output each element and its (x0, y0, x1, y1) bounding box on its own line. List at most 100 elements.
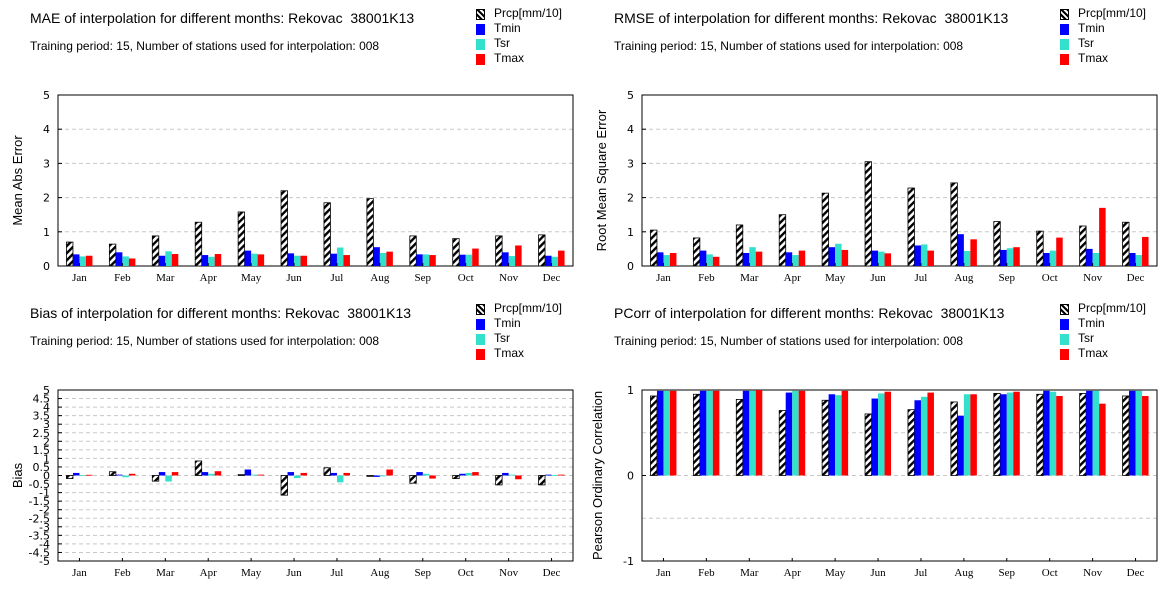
bar-tmin-oct (459, 473, 466, 476)
chart-title: Bias of interpolation for different mont… (30, 305, 412, 321)
plot-area: 1 0 -1 Pearson Ordinary Correlation Jan Feb Ma… (590, 384, 1158, 579)
x-tick-label: May (825, 567, 846, 579)
bar-prcp-apr (778, 214, 787, 267)
bar-prcp-dec (538, 475, 546, 486)
bar-tmin-feb (115, 252, 123, 266)
y-tick-label: -1.5 (29, 495, 50, 508)
bar-prcp-oct (1036, 393, 1044, 476)
chart-panel-bias: Bias of interpolation for different mont… (0, 295, 583, 589)
bar-tsr-mar (165, 251, 172, 266)
bar-prcp-may (821, 399, 830, 476)
x-tick-label: May (241, 567, 262, 579)
chart-panel-pcorr: PCorr of interpolation for different mon… (584, 295, 1167, 589)
y-tick-label: -2 (39, 504, 50, 517)
bar-tmin-jul (914, 245, 921, 266)
y-tick-label: 1.5 (33, 444, 51, 457)
bar-tmin-dec (1129, 253, 1136, 266)
bar-tmax-oct (1056, 237, 1063, 266)
bar-tmax-jul (343, 255, 350, 266)
bar-tsr-mar (749, 247, 756, 266)
x-tick-label: Aug (370, 272, 389, 284)
x-tick-label: Mar (740, 272, 759, 284)
bar-tmax-nov (515, 475, 522, 480)
legend-label: Tsr (1078, 36, 1094, 50)
y-tick-label: 3 (43, 418, 50, 431)
y-tick-label: 0 (43, 260, 50, 273)
legend-label: Tmax (1078, 346, 1108, 360)
bar-tsr-apr (208, 473, 215, 476)
bar-prcp-dec (1122, 395, 1130, 476)
chart-panel-mae: MAE of interpolation for different month… (0, 0, 583, 294)
bar-tmax-mar (171, 254, 179, 266)
bar-prcp-mar (735, 224, 744, 267)
y-axis-label: Mean Abs Error (10, 135, 25, 226)
bar-tmin-oct (459, 254, 466, 266)
bar-tsr-jul (920, 396, 928, 476)
bar-tmax-dec (558, 474, 565, 476)
y-tick-label: 0.5 (33, 461, 51, 474)
bar-tmax-nov (1099, 207, 1106, 266)
bar-prcp-jan (650, 395, 658, 476)
y-tick-label: 1 (627, 226, 634, 239)
bar-tmax-apr (214, 254, 222, 266)
plot-area: 0 1 2 3 4 5 Root Mean Square Error Jan Feb Mar Apr… (594, 89, 1158, 284)
x-tick-label: Feb (114, 272, 131, 284)
bar-tsr-may (251, 253, 258, 266)
chart-subtitle: Training period: 15, Number of stations … (614, 334, 964, 348)
bar-tsr-oct (1049, 250, 1057, 266)
legend-label: Prcp[mm/10] (494, 6, 563, 20)
bar-prcp-jul (907, 187, 915, 267)
x-tick-label: Apr (784, 272, 801, 284)
plot-frame (641, 94, 1158, 267)
legend-label: Tmin (1078, 316, 1105, 330)
chart-title: PCorr of interpolation for different mon… (614, 305, 1005, 321)
bar-tmax-feb (128, 473, 136, 476)
legend-label: Tmin (494, 316, 521, 330)
bar-tsr-apr (208, 256, 215, 266)
bar-tmax-jul (927, 250, 934, 266)
chart-panel-rmse: RMSE of interpolation for different mont… (584, 0, 1167, 294)
x-tick-label: Dec (1127, 567, 1145, 579)
x-tick-label: Aug (954, 567, 973, 579)
bar-tsr-aug (379, 253, 387, 266)
legend-label: Tsr (1078, 331, 1094, 345)
bar-tmax-jan (669, 390, 677, 476)
bar-tmin-jun (871, 398, 879, 476)
bar-tmin-jun (287, 253, 295, 266)
x-tick-label: Dec (1127, 272, 1145, 284)
chart-title: MAE of interpolation for different month… (30, 10, 415, 26)
legend-swatch-tsr (476, 334, 485, 345)
bar-tmax-may (257, 474, 265, 476)
bar-tmax-aug (970, 239, 977, 266)
bar-prcp-aug (950, 401, 958, 476)
legend-swatch-prcp (476, 9, 485, 20)
bar-tmax-mar (755, 390, 763, 476)
x-tick-label: Sep (999, 567, 1016, 579)
bar-tsr-feb (122, 256, 129, 266)
bar-tsr-jul (920, 244, 928, 266)
bar-tmin-may (244, 250, 252, 266)
y-tick-label: 2 (627, 192, 634, 205)
x-tick-label: May (241, 272, 262, 284)
x-tick-label: Jan (72, 567, 87, 579)
bar-tsr-mar (749, 390, 756, 476)
bar-tmax-oct (472, 248, 479, 266)
legend-swatch-tmax (1060, 54, 1069, 65)
x-tick-label: Sep (999, 272, 1016, 284)
legend-swatch-tsr (476, 39, 485, 50)
bar-tsr-dec (1135, 390, 1143, 476)
y-tick-label: 4 (43, 401, 50, 414)
legend-label: Tmax (494, 51, 524, 65)
y-tick-label: 3 (627, 157, 634, 170)
bar-prcp-apr (194, 221, 203, 267)
bar-prcp-mar (151, 475, 160, 482)
x-tick-label: Jul (331, 272, 344, 284)
bar-tmax-dec (1142, 236, 1149, 266)
bar-tmax-apr (798, 390, 806, 476)
legend-label: Prcp[mm/10] (494, 301, 563, 315)
bar-tmin-oct (1043, 253, 1050, 266)
bar-prcp-feb (692, 393, 701, 476)
bar-tsr-jul (336, 247, 344, 266)
x-tick-label: Jul (915, 567, 928, 579)
bar-tmin-jan (72, 254, 80, 266)
